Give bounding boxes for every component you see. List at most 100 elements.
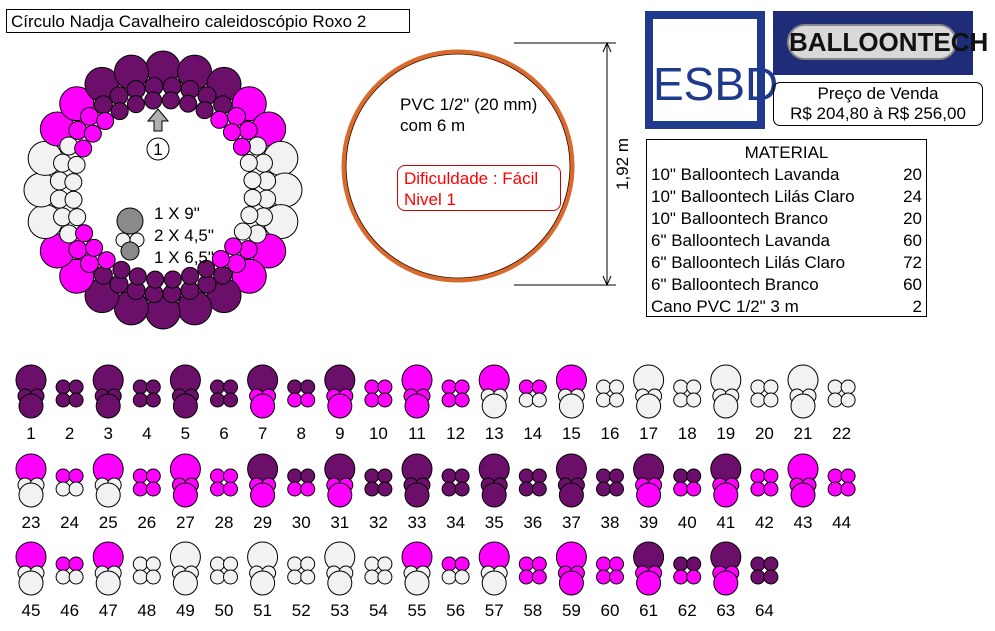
ring-balloon xyxy=(213,265,233,285)
cluster-number: 57 xyxy=(485,601,504,620)
balloon-small xyxy=(210,481,225,497)
balloon-6-5in xyxy=(558,570,584,596)
balloon-small xyxy=(68,392,84,408)
balloon-small xyxy=(364,481,380,497)
ring-balloon xyxy=(210,110,229,129)
ring-balloon xyxy=(222,123,241,142)
balloon-6-5in xyxy=(636,393,662,419)
balloon-small xyxy=(531,392,547,408)
balloon-6-5in xyxy=(404,570,430,596)
balloon-small xyxy=(68,481,84,497)
cluster-number: 50 xyxy=(215,601,234,620)
balloon-small xyxy=(210,569,225,585)
sample-balloon-65 xyxy=(120,241,140,261)
balloon-small xyxy=(673,379,689,395)
cluster-number: 27 xyxy=(176,513,195,532)
ring-balloon xyxy=(232,137,251,156)
cluster-39: 39 xyxy=(633,453,665,532)
cluster-30: 30 xyxy=(287,468,316,532)
balloon-small xyxy=(827,392,843,408)
cluster-number: 26 xyxy=(137,513,156,532)
balloon-6-5in xyxy=(95,570,121,596)
cluster-44: 44 xyxy=(827,468,856,532)
balloon-small xyxy=(68,379,84,395)
cluster-27: 27 xyxy=(169,453,201,532)
ring-balloon xyxy=(83,124,102,143)
sample-balloon-9 xyxy=(116,207,144,235)
balloon-small xyxy=(55,556,71,572)
balloon-small xyxy=(609,481,624,497)
ring-balloon xyxy=(97,251,116,270)
material-qty: 60 xyxy=(903,231,922,250)
balloon-small xyxy=(763,392,779,408)
ring-balloon xyxy=(224,237,243,256)
balloon-small xyxy=(763,468,779,484)
cluster-38: 38 xyxy=(596,468,624,532)
cluster-23: 23 xyxy=(15,453,47,532)
cluster-number: 10 xyxy=(369,424,388,443)
balloon-small xyxy=(145,392,161,408)
size-label: 2 X 4,5" xyxy=(154,226,214,245)
ring-balloon xyxy=(128,267,147,286)
balloon-small xyxy=(840,392,856,408)
ring-balloon xyxy=(240,206,259,225)
material-row: 6" Balloontech Branco 60 xyxy=(651,275,922,297)
balloon-small xyxy=(145,379,161,395)
cluster-number: 38 xyxy=(601,513,620,532)
balloon-small xyxy=(223,556,238,572)
cluster-10: 10 xyxy=(364,379,393,443)
ring-balloon xyxy=(179,94,198,113)
material-qty: 24 xyxy=(903,187,922,206)
cluster-13: 13 xyxy=(478,364,510,443)
balloon-6-5in xyxy=(95,393,121,419)
material-qty: 2 xyxy=(912,297,922,316)
cluster-number: 33 xyxy=(408,513,427,532)
balloon-small xyxy=(377,569,393,585)
cluster-number: 47 xyxy=(99,601,118,620)
balloon-small xyxy=(596,468,611,484)
cluster-number: 44 xyxy=(832,513,851,532)
balloon-small xyxy=(686,481,702,497)
material-qty: 60 xyxy=(903,275,922,294)
cluster-53: 53 xyxy=(324,541,356,620)
ring-balloon xyxy=(197,274,217,294)
cluster-number: 11 xyxy=(408,424,426,443)
balloon-small xyxy=(518,481,534,497)
cluster-7: 7 xyxy=(247,364,279,443)
balloon-small xyxy=(364,556,380,572)
ring-balloon xyxy=(161,91,180,110)
ring-balloon xyxy=(112,260,131,279)
balloon-small xyxy=(686,556,702,572)
cluster-number: 12 xyxy=(446,424,465,443)
cluster-number: 42 xyxy=(755,513,774,532)
cluster-number: 34 xyxy=(446,513,465,532)
balloon-6-5in xyxy=(713,482,739,508)
balloon-small xyxy=(750,468,766,484)
balloon-small xyxy=(377,481,393,497)
balloon-small xyxy=(55,481,71,497)
ring-balloon xyxy=(68,240,88,260)
balloon-6-5in xyxy=(481,570,507,596)
balloon-small xyxy=(287,468,303,484)
balloon-small xyxy=(827,379,843,395)
ring-balloon xyxy=(93,95,113,115)
ring-balloon xyxy=(146,270,165,289)
balloon-small xyxy=(364,569,380,585)
cluster-number: 1 xyxy=(26,424,35,443)
cluster-37: 37 xyxy=(555,453,587,532)
balloon-small xyxy=(840,379,856,395)
balloon-small xyxy=(750,556,766,572)
balloon-6-5in xyxy=(250,393,276,419)
balloon-small xyxy=(827,481,843,497)
balloon-small xyxy=(596,379,611,395)
cluster-number: 40 xyxy=(678,513,697,532)
dimension-label: 1,92 m xyxy=(613,138,632,190)
cluster-34: 34 xyxy=(441,468,470,532)
balloon-small xyxy=(441,379,457,395)
balloon-small xyxy=(596,392,611,408)
balloon-small xyxy=(210,556,225,572)
cluster-number: 54 xyxy=(369,601,388,620)
cluster-5: 5 xyxy=(169,364,201,443)
material-qty: 72 xyxy=(903,253,922,272)
